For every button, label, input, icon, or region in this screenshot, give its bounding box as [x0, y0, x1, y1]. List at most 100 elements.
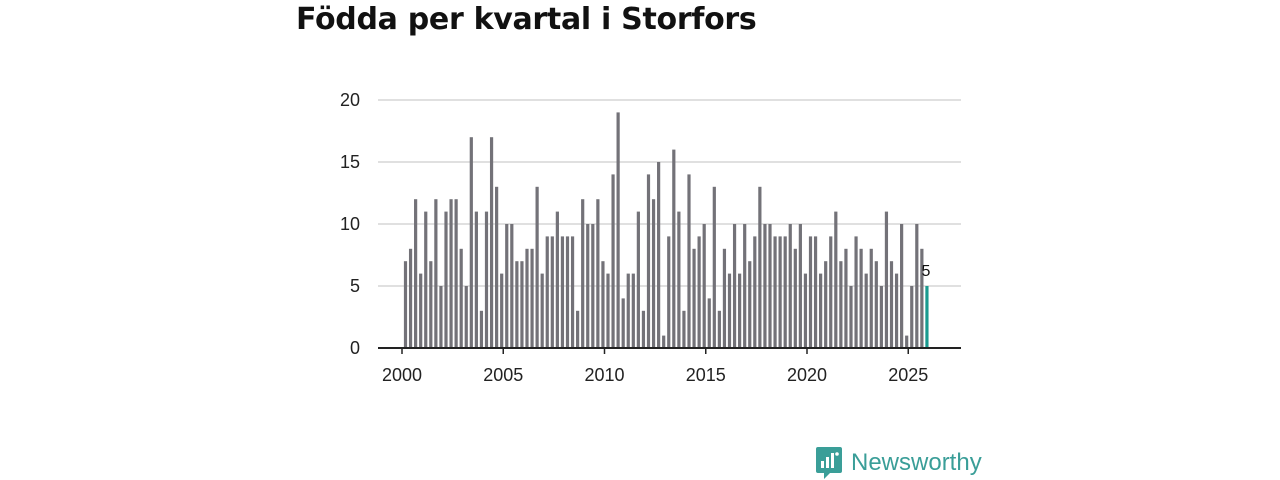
bar	[884, 211, 889, 348]
bar	[429, 261, 433, 348]
bar	[900, 224, 904, 348]
bar	[530, 248, 534, 348]
bar	[707, 298, 711, 348]
bar	[403, 261, 408, 348]
bar	[778, 236, 782, 348]
bar	[687, 174, 691, 348]
bar	[788, 224, 792, 348]
bar	[489, 137, 494, 348]
bar	[869, 248, 873, 348]
bar	[606, 273, 610, 348]
bar	[753, 236, 757, 348]
bar	[424, 211, 428, 348]
bar	[520, 261, 524, 348]
bar	[748, 261, 752, 348]
chart-title: Födda per kvartal i Storfors	[296, 2, 757, 37]
bars: 5	[403, 112, 930, 349]
bar	[692, 248, 696, 348]
bar	[697, 236, 701, 348]
bar	[474, 211, 478, 348]
x-tick-label: 2020	[787, 365, 827, 385]
bar	[864, 273, 868, 348]
bar	[657, 162, 661, 348]
bar	[626, 273, 630, 348]
bar	[768, 224, 772, 348]
bar	[469, 137, 473, 348]
bar	[839, 261, 843, 348]
bar	[576, 310, 580, 348]
bar	[419, 273, 423, 348]
bar	[738, 273, 742, 348]
x-tick-label: 2005	[483, 365, 523, 385]
y-tick-label: 0	[350, 338, 360, 358]
x-tick-label: 2015	[686, 365, 726, 385]
bar	[596, 199, 600, 348]
bar	[591, 224, 595, 348]
bar	[844, 248, 848, 348]
bar	[565, 236, 570, 348]
bar	[682, 310, 686, 348]
bar	[484, 211, 489, 348]
bar	[581, 199, 585, 348]
bar	[510, 224, 514, 348]
bar	[813, 236, 818, 348]
bar	[874, 261, 878, 348]
bar	[515, 261, 519, 348]
y-tick-label: 15	[340, 152, 360, 172]
bar	[758, 186, 762, 348]
bar	[717, 310, 721, 348]
bar	[631, 273, 635, 348]
y-tick-label: 20	[340, 90, 360, 110]
bar	[636, 211, 640, 348]
bar	[555, 211, 559, 348]
bar	[500, 273, 504, 348]
bar	[545, 236, 549, 348]
bar	[824, 261, 828, 348]
bar	[560, 236, 565, 348]
bar	[702, 224, 706, 348]
bar	[803, 273, 808, 348]
bar	[459, 248, 463, 348]
bar	[889, 261, 894, 348]
bar	[646, 174, 651, 348]
bar	[849, 286, 853, 348]
bar	[798, 224, 802, 348]
bar	[662, 335, 666, 348]
bar	[616, 112, 620, 349]
chart-logo-icon	[816, 447, 842, 479]
axes: 0 5 10 15 20 2000 2005 2010 2015 2020 2025	[340, 90, 961, 385]
bar	[743, 224, 747, 348]
bar	[495, 186, 499, 348]
bar	[651, 199, 656, 348]
y-tick-label: 10	[340, 214, 360, 234]
bar	[808, 236, 813, 348]
bar	[611, 174, 615, 348]
bar	[408, 248, 413, 348]
bar	[894, 273, 899, 348]
brand-name: Newsworthy	[851, 449, 982, 476]
bar	[763, 224, 767, 348]
bar	[722, 248, 727, 348]
bar	[712, 186, 716, 348]
bar	[677, 211, 681, 348]
bar	[905, 335, 909, 348]
bar	[829, 236, 833, 348]
newsworthy-logo: Newsworthy	[815, 446, 982, 480]
bar	[819, 273, 823, 348]
bar	[505, 224, 509, 348]
bar	[910, 286, 914, 348]
bar	[540, 273, 544, 348]
bar	[854, 236, 858, 348]
bar	[920, 248, 924, 348]
bar	[439, 286, 443, 348]
bar	[586, 224, 590, 348]
y-tick-label: 5	[350, 276, 360, 296]
bar	[667, 236, 671, 348]
bar	[732, 224, 737, 348]
bar	[444, 211, 448, 348]
bar	[535, 186, 539, 348]
bar	[783, 236, 787, 348]
bar	[641, 310, 646, 348]
bar	[879, 286, 883, 348]
